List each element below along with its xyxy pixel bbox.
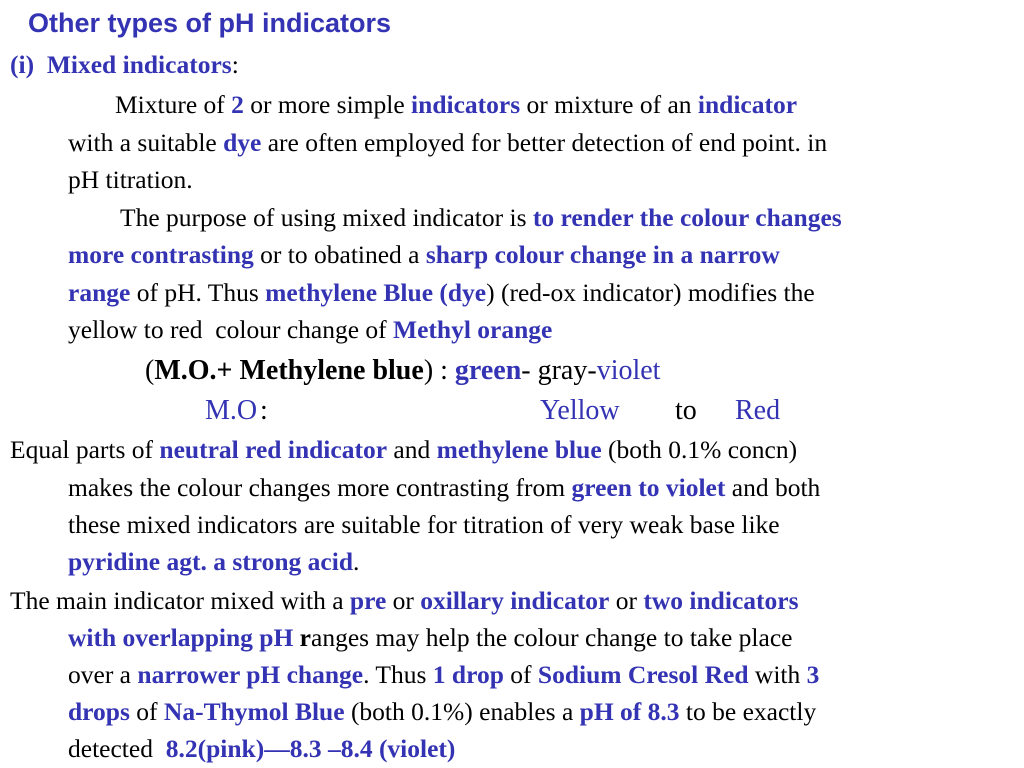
line: The purpose of using mixed indicator is …: [120, 203, 842, 233]
line: drops of Na-Thymol Blue (both 0.1%) enab…: [68, 697, 816, 727]
text: Mixture of: [115, 90, 232, 119]
text: 1 drop: [432, 660, 504, 689]
text: The main indicator mixed with a: [10, 586, 350, 615]
text: of pH. Thus: [130, 278, 266, 307]
text: with: [748, 660, 807, 689]
text: Sodium Cresol Red: [537, 660, 749, 689]
line: detected 8.2(pink)—8.3 –8.4 (violet): [68, 734, 455, 764]
text: Red: [735, 395, 781, 426]
text: or: [609, 586, 644, 615]
text: Methyl orange: [393, 315, 553, 344]
line: over a narrower pH change. Thus 1 drop o…: [68, 660, 819, 690]
text: Equal parts of: [10, 435, 160, 464]
text: with overlapping pH: [68, 623, 300, 652]
text: sharp colour change in a narrow: [425, 240, 780, 269]
text: pH titration.: [68, 165, 193, 194]
line: pH titration.: [68, 165, 193, 195]
text: indicator: [697, 90, 798, 119]
line: Mixture of 2 or more simple indicators o…: [115, 90, 797, 120]
text: 3: [806, 660, 820, 689]
text: drops: [68, 697, 130, 726]
text: over a: [68, 660, 138, 689]
text: and: [387, 435, 437, 464]
text: methylene blue: [436, 435, 602, 464]
line: range of pH. Thus methylene Blue (dye) (…: [68, 278, 815, 308]
line: Equal parts of neutral red indicator and…: [10, 435, 797, 465]
line: more contrasting or to obatined a sharp …: [68, 240, 780, 270]
text: pyridine agt. a strong acid: [68, 547, 354, 576]
title: Other types of pH indicators: [28, 8, 392, 38]
text: oxillary indicator: [420, 586, 610, 615]
text: (both 0.1%) enables a: [344, 697, 580, 726]
text: ) :: [423, 355, 455, 386]
text: to render the colour changes: [532, 203, 842, 232]
text: 2: [231, 90, 244, 119]
text: two indicators: [643, 586, 799, 615]
text: methylene Blue (dye: [265, 278, 487, 307]
text: makes the colour changes more contrastin…: [68, 473, 572, 502]
line: (i) Mixed indicators:: [10, 50, 239, 80]
line: The main indicator mixed with a pre or o…: [10, 586, 799, 616]
text: and both: [725, 473, 821, 502]
text: . Thus: [363, 660, 433, 689]
text: :: [253, 395, 268, 426]
line: pyridine agt. a strong acid.: [68, 547, 359, 577]
line: (M.O.+ Methylene blue) : green- gray-vio…: [145, 356, 660, 386]
text: to: [675, 395, 697, 426]
text: more contrasting: [68, 240, 254, 269]
text: yellow to red colour change of: [68, 315, 394, 344]
line: yellow to red colour change of Methyl or…: [68, 315, 552, 345]
text: indicators: [411, 90, 521, 119]
text: (i): [10, 50, 35, 79]
text: to be exactly: [679, 697, 817, 726]
text: M.O: [205, 395, 258, 426]
text: anges may help the colour change to take…: [311, 623, 793, 652]
text: dye: [223, 128, 262, 157]
text: :: [231, 50, 239, 79]
text: r: [299, 623, 311, 652]
text: pre: [349, 586, 387, 615]
text: Na-Thymol Blue: [163, 697, 345, 726]
line: with overlapping pH ranges may help the …: [68, 623, 792, 653]
text: detected: [68, 734, 166, 763]
text: these mixed indicators are suitable for …: [68, 510, 780, 539]
text: 8.2(pink)—8.3 –8.4 (violet): [165, 734, 456, 763]
text: or: [386, 586, 421, 615]
text: with a suitable: [68, 128, 224, 157]
text: Yellow: [540, 395, 620, 426]
line: M.O : Yellow to Red: [0, 396, 1024, 428]
text: .: [353, 547, 360, 576]
text: The purpose of using mixed indicator is: [120, 203, 533, 232]
text: (both 0.1% concn): [601, 435, 798, 464]
text: Mixed indicators: [46, 50, 232, 79]
line: makes the colour changes more contrastin…: [68, 473, 820, 503]
text: (: [145, 355, 155, 386]
text: of: [503, 660, 538, 689]
text: or more simple: [243, 90, 412, 119]
text: green to violet: [571, 473, 726, 502]
text: ) (red-ox indicator) modifies the: [486, 278, 815, 307]
text: violet: [596, 355, 661, 386]
text: - gray-: [521, 355, 597, 386]
text: pH of 8.3: [579, 697, 680, 726]
text: or mixture of an: [520, 90, 698, 119]
text: M.O.+ Methylene blue: [154, 355, 424, 386]
text: narrower pH change: [137, 660, 364, 689]
text: neutral red indicator: [159, 435, 388, 464]
line: these mixed indicators are suitable for …: [68, 510, 780, 540]
text: range: [68, 278, 131, 307]
text: or to obatined a: [253, 240, 426, 269]
text: of: [129, 697, 164, 726]
text: green: [454, 355, 522, 386]
line: with a suitable dye are often employed f…: [68, 128, 827, 158]
text: are often employed for better detection …: [261, 128, 828, 157]
